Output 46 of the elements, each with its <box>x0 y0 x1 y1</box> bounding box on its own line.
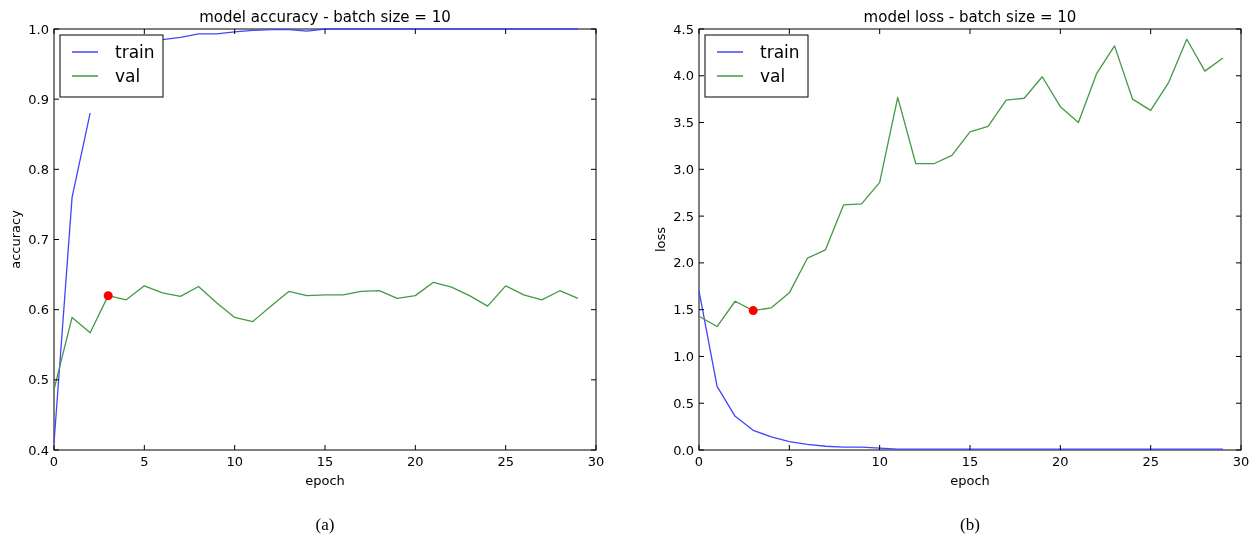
y-tick-label: 0.9 <box>28 91 49 107</box>
y-tick-label: 0.5 <box>673 395 694 411</box>
text: (a) <box>315 515 335 534</box>
y-tick-label: 4.0 <box>673 68 694 84</box>
x-axis-title: epoch <box>305 473 345 488</box>
x-tick-label: 25 <box>1142 454 1159 469</box>
x-tick-label: 10 <box>871 454 888 469</box>
x-tick-label: 15 <box>961 454 979 469</box>
line-series <box>53 281 579 391</box>
x-tick-label: 5 <box>785 454 794 469</box>
legend-label: train <box>760 42 800 62</box>
y-tick-label: 1.0 <box>28 21 49 37</box>
chart-title: model loss - batch size = 10 <box>863 8 1077 26</box>
x-tick-label: 25 <box>497 454 514 469</box>
y-tick-label: 0.5 <box>28 372 49 388</box>
y-tick-label: 0.0 <box>673 442 694 458</box>
x-tick-label: 0 <box>694 454 704 469</box>
legend-label: val <box>760 66 786 86</box>
x-tick-label: 0 <box>49 454 59 469</box>
chart-title: model accuracy - batch size = 10 <box>199 8 451 26</box>
y-tick-label: 0.4 <box>28 442 49 458</box>
y-tick-label: 4.5 <box>673 21 694 37</box>
x-tick-label: 10 <box>226 454 243 469</box>
x-tick-label: 20 <box>407 454 424 469</box>
x-tick-label: 30 <box>1232 454 1250 469</box>
y-tick-label: 2.0 <box>673 255 694 271</box>
x-tick-label: 15 <box>316 454 334 469</box>
line-series <box>698 290 1224 450</box>
x-axis-title: epoch <box>950 473 990 488</box>
y-tick-label: 2.5 <box>673 208 694 224</box>
line-series <box>698 38 1224 328</box>
x-tick-label: 20 <box>1052 454 1069 469</box>
y-axis-title: loss <box>653 226 668 253</box>
y-tick-label: 1.5 <box>673 302 694 318</box>
y-tick-label: 0.7 <box>28 232 49 247</box>
y-tick-label: 1.0 <box>673 348 694 364</box>
legend-label: val <box>115 66 141 86</box>
y-tick-label: 0.8 <box>28 161 49 177</box>
y-axis-title: accuracy <box>8 209 23 269</box>
x-tick-label: 30 <box>587 454 605 469</box>
legend-label: train <box>115 42 155 62</box>
text: (b) <box>960 515 980 534</box>
x-tick-label: 5 <box>140 454 149 469</box>
y-tick-label: 0.6 <box>28 302 49 318</box>
y-tick-label: 3.0 <box>673 161 694 177</box>
y-tick-label: 3.5 <box>673 115 694 131</box>
